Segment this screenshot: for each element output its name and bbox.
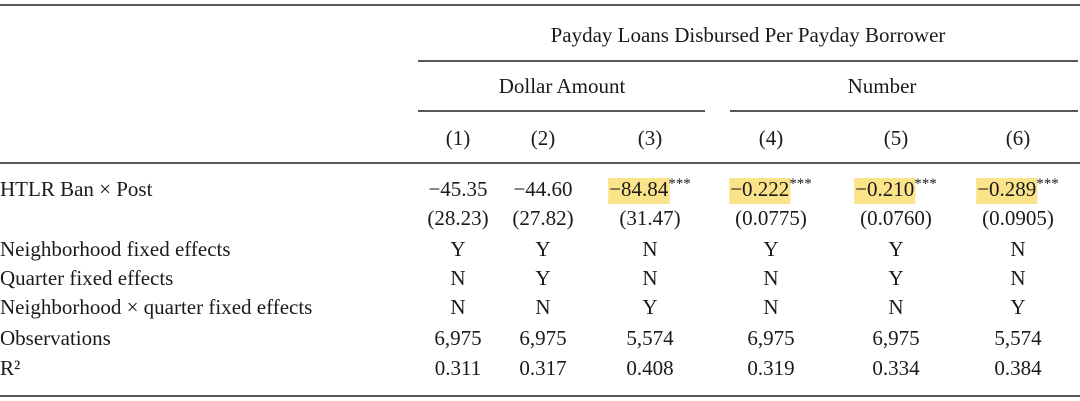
cell: N [1010,266,1025,290]
cell: 6,975 [872,326,919,350]
significance-stars: *** [914,176,937,192]
cell: 6,975 [434,326,481,350]
cell: 5,574 [626,326,674,350]
highlight [976,178,1038,204]
cell: Y [450,237,465,261]
cell: Y [1010,295,1025,319]
cell: N [763,295,778,319]
table-title: Payday Loans Disbursed Per Payday Borrow… [551,23,946,47]
cell: (0.0775) [735,206,807,230]
cell: 0.334 [872,356,920,380]
cell: −0.222*** [730,176,812,200]
column-header: (6) [1006,126,1031,150]
cell: N [450,295,465,319]
column-header: (4) [759,126,784,150]
group-header: Dollar Amount [499,74,626,98]
cell: N [450,266,465,290]
cell: −0.210*** [855,176,937,200]
column-header: (1) [446,126,471,150]
cell: Y [642,295,657,319]
cell: (0.0760) [860,206,932,230]
cell: (31.47) [619,206,680,230]
row-label: HTLR Ban × Post [0,177,153,201]
significance-stars: *** [789,176,812,192]
column-header: (3) [638,126,663,150]
row-label: Neighborhood fixed effects [0,237,231,261]
significance-stars: *** [1036,176,1059,192]
highlight [854,178,916,204]
cell: (0.0905) [982,206,1054,230]
cell: −84.84*** [609,176,691,200]
row-label: Quarter fixed effects [0,266,173,290]
group-header: Number [848,74,917,98]
column-header: (2) [531,126,556,150]
cell: Y [535,237,550,261]
cell: 0.384 [994,356,1042,380]
cell: 6,975 [519,326,566,350]
cell: −0.289*** [977,176,1059,200]
cell: N [1010,237,1025,261]
cell: 0.408 [626,356,673,380]
cell-value: −0.289 [977,177,1036,201]
highlight [608,178,670,204]
cell-value: −0.210 [855,177,914,201]
cell: (27.82) [512,206,573,230]
significance-stars: *** [668,176,691,192]
cell-value: −0.222 [730,177,789,201]
cell: 6,975 [747,326,794,350]
cell: 0.311 [435,356,481,380]
row-label: Neighborhood × quarter fixed effects [0,295,312,319]
cell: 5,574 [994,326,1042,350]
cell: N [888,295,903,319]
cell: Y [763,237,778,261]
cell: N [535,295,550,319]
cell: N [642,266,657,290]
cell: Y [888,266,903,290]
cell: 0.317 [519,356,566,380]
cell: Y [888,237,903,261]
column-header: (5) [884,126,909,150]
cell: −45.35 [428,177,487,201]
cell-value: −84.84 [609,177,669,201]
row-label: Observations [0,326,111,350]
cell: −44.60 [513,177,572,201]
cell: N [763,266,778,290]
cell: Y [535,266,550,290]
cell: (28.23) [427,206,488,230]
row-label: R² [0,356,20,380]
highlight [729,178,791,204]
cell: N [642,237,657,261]
cell: 0.319 [747,356,794,380]
